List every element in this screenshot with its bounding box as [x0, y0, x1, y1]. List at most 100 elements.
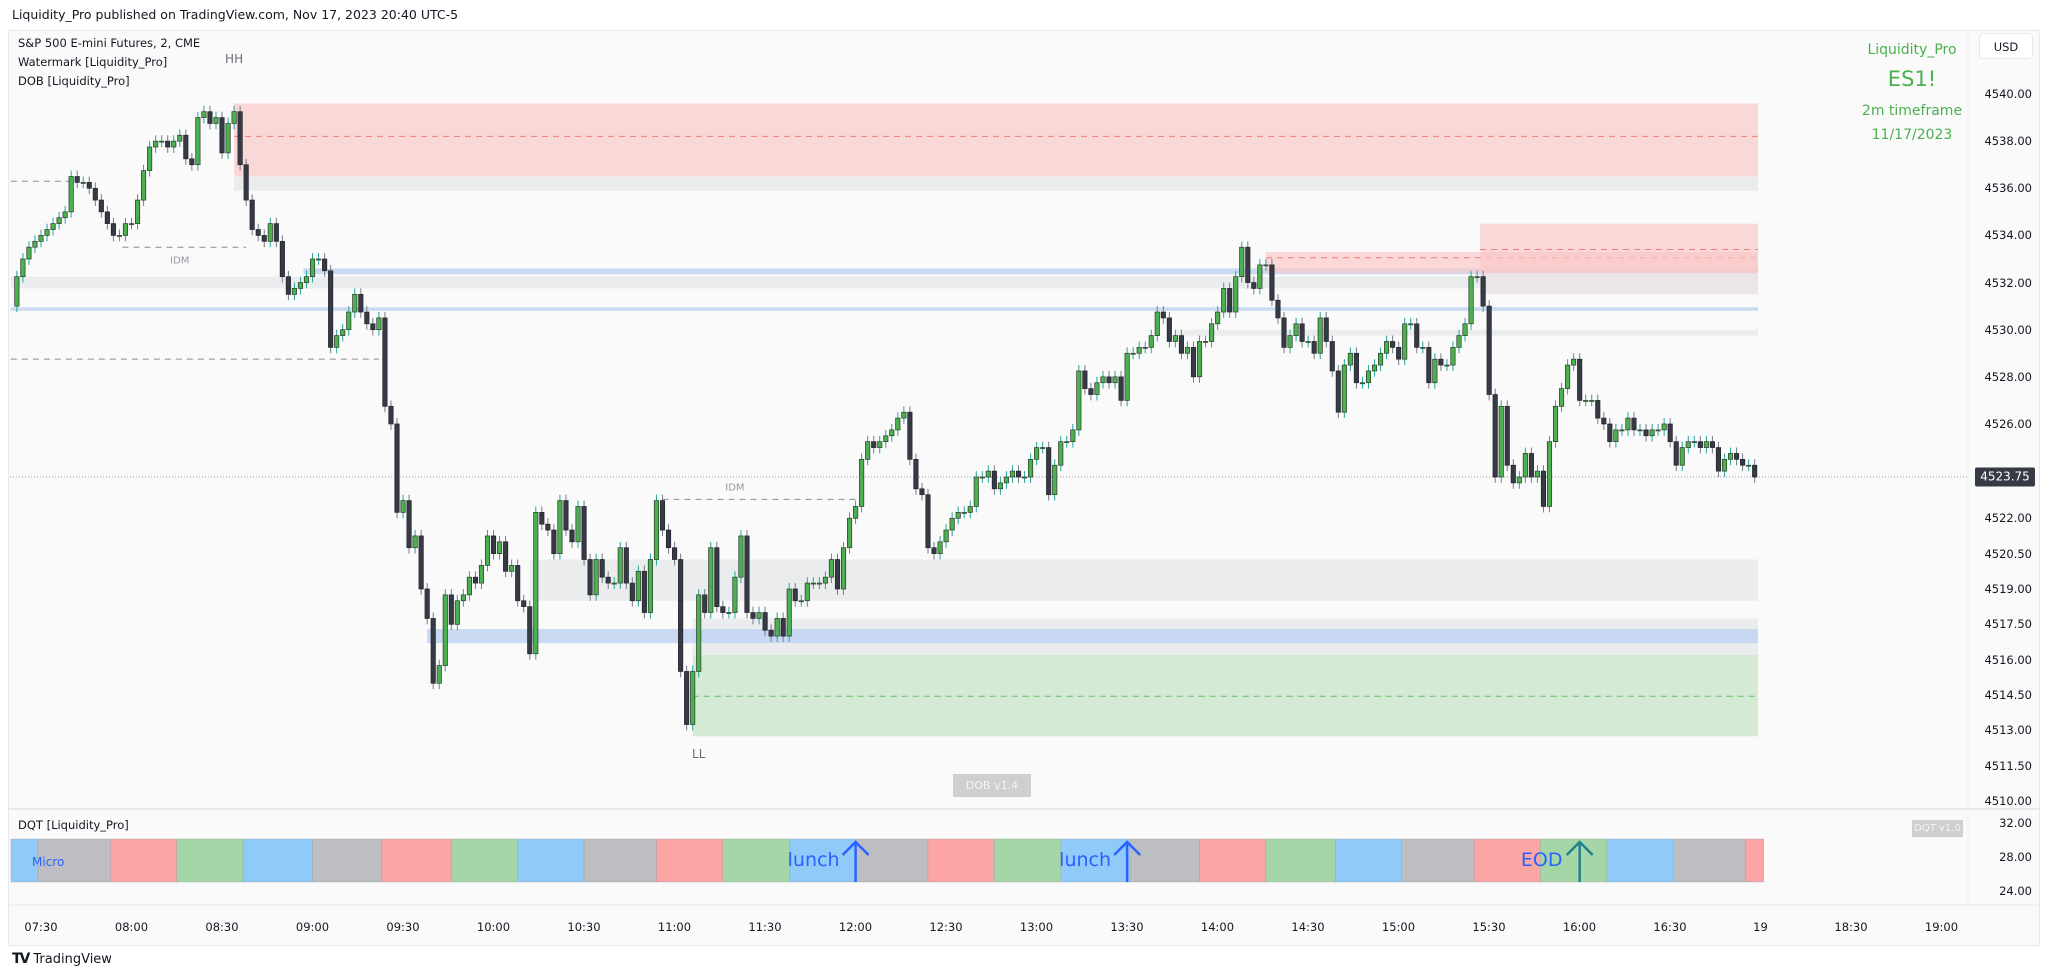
candles: [14, 105, 1758, 731]
candle-bullish: [889, 429, 895, 437]
candle-bearish: [1734, 453, 1740, 460]
candle-bullish: [484, 535, 491, 566]
candle-bullish: [44, 229, 50, 236]
candle-bullish: [979, 476, 985, 479]
candle-bullish: [1468, 276, 1474, 325]
candle-bullish: [1239, 246, 1245, 278]
arrow-up-icon: [841, 840, 870, 856]
candle-bearish: [1595, 400, 1601, 419]
candle-bullish: [1028, 458, 1034, 478]
time-label: 08:00: [114, 920, 149, 934]
candle-bearish: [98, 199, 104, 213]
candle-bullish: [961, 512, 967, 514]
dqt-marker-lunch: lunch: [1059, 849, 1112, 871]
dqt-segment-red: [927, 838, 995, 883]
candle-bearish: [714, 547, 720, 607]
dqt-segment-gray: [583, 838, 657, 883]
dqt-legend[interactable]: DQT [Liquidity_Pro]: [18, 818, 129, 832]
candle-bullish: [847, 517, 853, 549]
candle-bearish: [521, 600, 527, 607]
candle-bearish: [665, 529, 672, 549]
legend-symbol[interactable]: S&P 500 E-mini Futures, 2, CME: [18, 36, 201, 50]
candle-bullish: [840, 547, 847, 590]
candle-bearish: [750, 612, 756, 619]
time-label: 09:30: [386, 920, 420, 934]
candle-bearish: [913, 458, 919, 490]
candle-bullish: [56, 217, 62, 224]
zone-neutral: [529, 559, 1758, 601]
dqt-axis-label: 24.00: [1999, 884, 2032, 898]
candle-bullish: [1619, 429, 1625, 432]
structure-label-idm: IDM: [170, 255, 190, 267]
candle-bullish: [1552, 405, 1559, 443]
time-label: 09:00: [295, 920, 330, 934]
dqt-segment-red: [110, 838, 177, 883]
candle-bullish: [1209, 323, 1215, 342]
time-label: 18:30: [1834, 920, 1868, 934]
candle-bullish: [1215, 311, 1221, 325]
candle-bullish: [1233, 276, 1239, 313]
candle-bullish: [1263, 264, 1269, 267]
candle-bearish: [1504, 405, 1510, 466]
candle-bullish: [635, 570, 641, 602]
pane-dividers: [8, 30, 2040, 906]
legend-watermark-indicator[interactable]: Watermark [Liquidity_Pro]: [18, 55, 168, 69]
candle-bullish: [122, 223, 129, 236]
candle-bullish: [376, 317, 382, 331]
candle-bearish: [255, 229, 261, 236]
candle-bearish: [165, 140, 171, 148]
candle-bearish: [406, 500, 412, 549]
candle-bullish: [225, 123, 231, 154]
candle-bearish: [249, 199, 255, 230]
candle-bullish: [1293, 323, 1299, 336]
candle-bearish: [104, 211, 110, 224]
candle-bullish: [1613, 429, 1619, 443]
candle-bearish: [545, 523, 551, 531]
candle-bullish: [1559, 388, 1565, 407]
dqt-segment-blue: [1606, 838, 1674, 883]
structure-label-ll: LL: [692, 746, 706, 761]
candle-bullish: [1196, 341, 1203, 378]
time-label: 15:00: [1381, 920, 1416, 934]
price-label: 4530.00: [1984, 322, 2032, 337]
candle-bullish: [1462, 323, 1468, 336]
zone-neutral: [10, 276, 1759, 289]
time-label: 11:30: [748, 920, 782, 934]
time-label: 14:30: [1291, 920, 1325, 934]
dqt-segment-red: [1745, 838, 1764, 883]
candle-bullish: [32, 240, 38, 248]
price-label: 4517.50: [1984, 617, 2032, 632]
price-label: 4540.00: [1984, 87, 2032, 101]
candle-bullish: [822, 576, 828, 584]
tradingview-brand[interactable]: TV TradingView: [12, 951, 112, 967]
dqt-segment-gray: [1672, 838, 1746, 883]
candle-bearish: [1329, 341, 1335, 372]
candle-bullish: [14, 276, 20, 307]
candle-bullish: [690, 671, 696, 725]
candle-bullish: [1021, 476, 1028, 479]
candle-bullish: [340, 329, 346, 336]
legend-dob-indicator[interactable]: DOB [Liquidity_Pro]: [18, 74, 130, 88]
candle-bullish: [478, 565, 485, 584]
candle-bullish: [955, 512, 961, 519]
candle-bullish: [895, 417, 901, 431]
dqt-segment-red: [656, 838, 724, 883]
candle-bearish: [243, 164, 249, 201]
time-label: 08:30: [205, 920, 239, 934]
candle-bullish: [1184, 347, 1191, 354]
candle-bullish: [466, 576, 472, 596]
candle-bullish: [877, 441, 883, 448]
price-label: 4510.00: [1984, 794, 2032, 809]
candle-bullish: [128, 223, 135, 225]
currency-button[interactable]: USD: [1979, 33, 2033, 59]
candle-bearish: [792, 588, 798, 602]
candle-bullish: [756, 612, 762, 619]
watermark-timeframe: 2m timeframe: [1861, 103, 1963, 119]
time-label: 12:00: [838, 920, 873, 934]
candle-bullish: [1009, 470, 1016, 478]
candle-bullish: [147, 146, 153, 171]
candle-bullish: [617, 547, 623, 584]
candle-bearish: [551, 529, 557, 554]
candle-bullish: [1721, 458, 1728, 472]
